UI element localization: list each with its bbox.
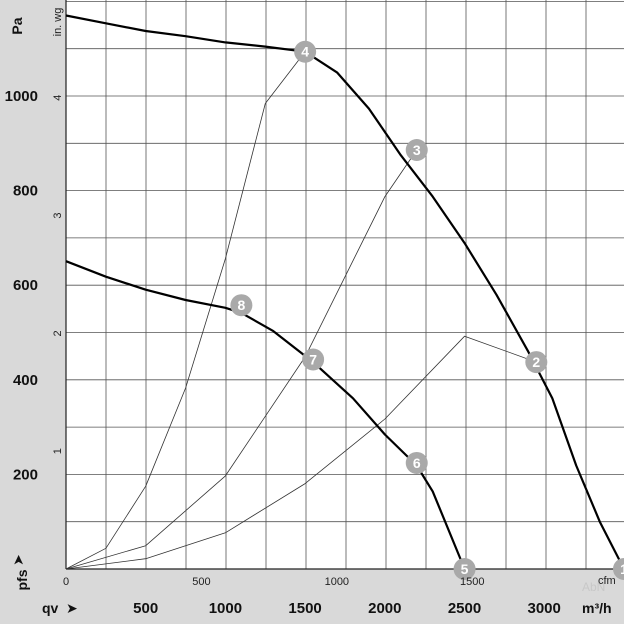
operating-point-marker (294, 40, 317, 63)
operating-point-label: 5 (461, 561, 469, 577)
x-tick-label: 500 (133, 600, 158, 617)
operating-point-marker (525, 351, 548, 374)
operating-point-label: 1 (620, 561, 624, 577)
x-tick-label: 1000 (209, 600, 242, 617)
x-tick-label: 3000 (528, 600, 561, 617)
y-unit-secondary-label: in. wg (52, 8, 64, 37)
operating-point-label: 3 (413, 142, 421, 158)
operating-point-label: 7 (309, 352, 317, 368)
y-tick-label: 400 (13, 372, 38, 389)
y-tick-label: 600 (13, 277, 38, 294)
operating-point-label: 2 (532, 354, 540, 370)
operating-point-marker (302, 348, 325, 371)
grid (65, 0, 624, 570)
x-tick-label-secondary: 0 (63, 576, 69, 588)
y-tick-label-secondary: 1 (52, 448, 64, 454)
y-tick-label: 800 (13, 183, 38, 200)
operating-point-marker (405, 139, 428, 162)
operating-point-marker (405, 451, 428, 474)
y-tick-label-secondary: 3 (52, 212, 64, 218)
y-unit-label: Pa (9, 17, 25, 34)
y-tick-label-secondary: 2 (52, 330, 64, 336)
operating-point-label: 6 (413, 455, 421, 471)
x-tick-label-secondary: 1500 (460, 576, 484, 588)
x-unit-secondary-label: cfm (598, 575, 616, 587)
operating-point-marker (230, 294, 253, 317)
y-tick-label: 200 (13, 466, 38, 483)
x-axis-arrow-icon: ➤ (66, 600, 78, 616)
watermark-text: AbN (582, 580, 605, 594)
x-tick-label: 1500 (288, 600, 321, 617)
system-curve-line (65, 51, 306, 570)
y-tick-label-secondary: 4 (52, 95, 64, 101)
x-tick-label: 2500 (448, 600, 481, 617)
operating-point-marker (613, 558, 624, 580)
system-curve-line (65, 335, 537, 570)
system-curves (65, 51, 537, 570)
y-axis-arrow-icon: ➤ (10, 554, 26, 566)
x-unit-label: m³/h (582, 600, 612, 616)
operating-point-marker (453, 558, 476, 580)
y-tick-label: 1000 (5, 88, 38, 105)
operating-point-label: 4 (301, 44, 309, 60)
x-tick-label-secondary: 1000 (325, 576, 349, 588)
x-tick-label: 2000 (368, 600, 401, 617)
x-tick-label-secondary: 500 (192, 576, 210, 588)
x-axis-label: qv (42, 600, 59, 616)
system-curve-line (65, 149, 418, 570)
plot-area (66, 0, 624, 569)
y-axis-label: pfs (14, 569, 30, 590)
operating-points: 1 2 3 4 5 6 7 8 (230, 40, 624, 580)
fan-curve-line (65, 14, 624, 570)
operating-point-label: 8 (237, 297, 245, 313)
